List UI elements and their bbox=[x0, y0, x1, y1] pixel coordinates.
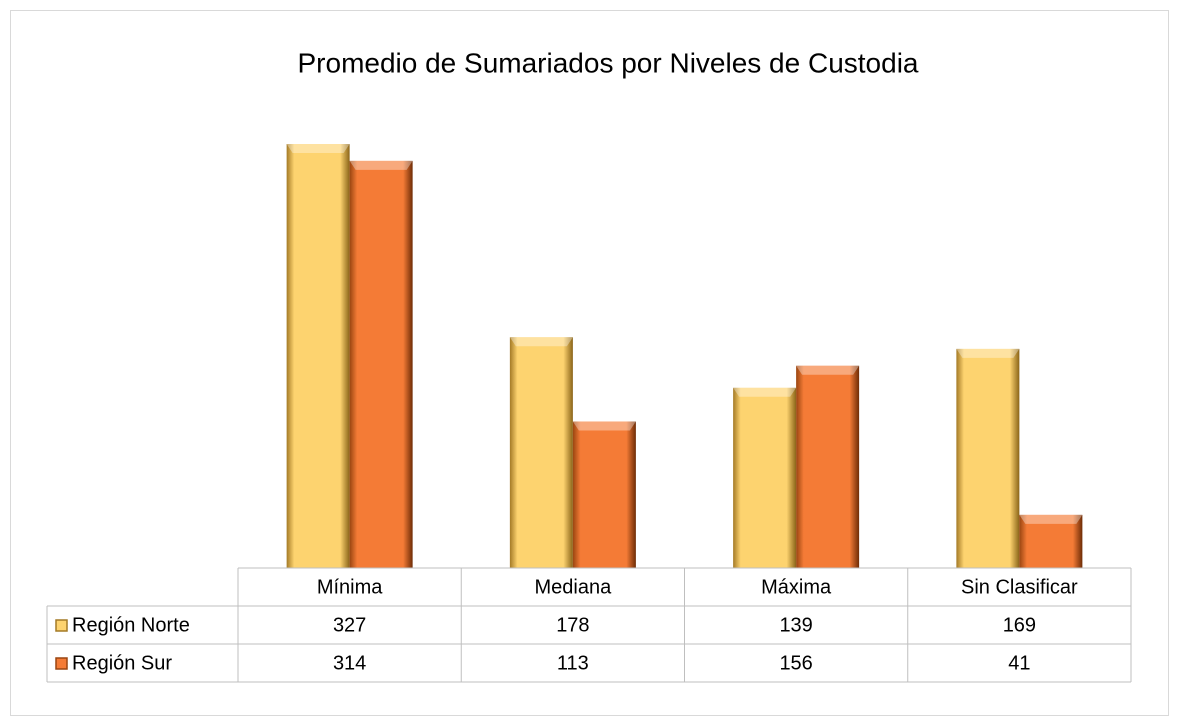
bar-bevel bbox=[796, 365, 860, 375]
table-value: 169 bbox=[1003, 614, 1036, 636]
category-label: Mínima bbox=[317, 576, 383, 598]
bar bbox=[1019, 514, 1083, 568]
bar bbox=[286, 144, 350, 568]
bar-bevel bbox=[349, 160, 413, 170]
category-label: Máxima bbox=[761, 576, 832, 598]
bar bbox=[349, 160, 413, 568]
table-value: 156 bbox=[779, 652, 812, 674]
bar bbox=[572, 421, 636, 568]
table-value: 327 bbox=[333, 614, 366, 636]
bar-bevel bbox=[956, 348, 1020, 358]
bar-bevel bbox=[572, 421, 636, 431]
table-value: 139 bbox=[779, 614, 812, 636]
bar bbox=[733, 387, 797, 568]
legend-label: Región Norte bbox=[72, 614, 190, 636]
bar-bevel bbox=[733, 387, 797, 397]
bar-bevel bbox=[1019, 514, 1083, 524]
chart-title: Promedio de Sumariados por Niveles de Cu… bbox=[298, 47, 919, 78]
table-value: 314 bbox=[333, 652, 366, 674]
table-value: 178 bbox=[556, 614, 589, 636]
table-value: 113 bbox=[557, 652, 589, 674]
table-value: 41 bbox=[1008, 652, 1030, 674]
legend-key bbox=[55, 657, 68, 670]
bar bbox=[796, 365, 860, 568]
legend-label: Región Sur bbox=[72, 652, 172, 674]
category-label: Mediana bbox=[535, 576, 613, 598]
legend-key bbox=[55, 619, 68, 632]
bar-bevel bbox=[286, 144, 350, 153]
category-label: Sin Clasificar bbox=[961, 576, 1078, 598]
bar bbox=[509, 337, 573, 568]
bar-bevel bbox=[509, 337, 573, 347]
bar bbox=[956, 348, 1020, 568]
